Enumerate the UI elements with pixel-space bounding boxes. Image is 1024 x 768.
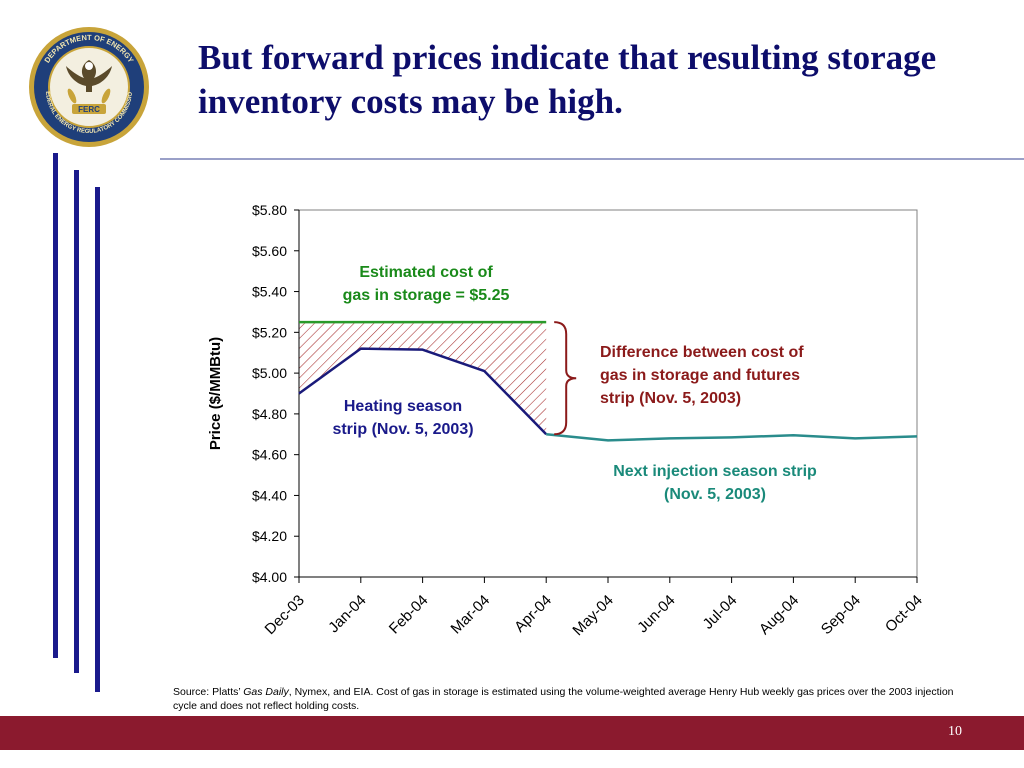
ferc-seal-logo: DEPARTMENT OF ENERGY FEDERAL ENERGY REGU… [28, 26, 149, 147]
page-number: 10 [948, 724, 962, 739]
y-tick-label: $5.60 [252, 243, 287, 259]
x-tick-label: Feb-04 [386, 592, 432, 638]
y-tick-label: $4.60 [252, 447, 287, 463]
difference-brace [554, 321, 577, 436]
price-chart: $4.00 $4.20 $4.40 $4.60 $4.80 $5.00 $5.20 $5.40… [207, 202, 926, 639]
source-italic: Gas Daily [243, 686, 289, 698]
y-axis-title: Price ($/MMBtu) [207, 337, 224, 450]
x-tick-label: Dec-03 [262, 592, 308, 638]
seal-badge-text: FERC [78, 105, 100, 114]
wheat-icon [67, 88, 111, 104]
y-tick-label: $5.40 [252, 284, 287, 300]
source-suffix: , Nymex, and EIA. Cost of gas in storage… [173, 686, 954, 712]
y-tick-label: $5.80 [252, 202, 287, 218]
injection-season-annotation: Next injection season strip (Nov. 5, 2003… [613, 463, 817, 503]
y-tick-label: $4.40 [252, 487, 287, 503]
x-tick-label: Jun-04 [634, 592, 678, 636]
x-tick-label: Sep-04 [818, 592, 864, 638]
page-title: But forward prices indicate that resulti… [198, 38, 937, 121]
source-prefix: Source: Platts’ [173, 686, 244, 698]
x-tick-label: May-04 [569, 592, 616, 639]
eagle-icon [66, 60, 112, 92]
difference-hatch-area [299, 322, 547, 435]
decorative-bar [74, 170, 79, 673]
x-tick-label: Aug-04 [756, 592, 802, 638]
title-divider [160, 158, 1024, 160]
storage-cost-annotation: Estimated cost of gas in storage = $5.25 [343, 264, 510, 304]
x-tick-label: Jan-04 [325, 592, 369, 636]
decorative-bar [95, 187, 100, 692]
x-tick-label: Jul-04 [700, 592, 741, 633]
x-tick-label: Oct-04 [882, 592, 926, 636]
heating-season-annotation: Heating season strip (Nov. 5, 2003) [332, 398, 473, 438]
x-tick-label: Apr-04 [511, 592, 555, 636]
plot-area [298, 209, 918, 578]
y-tick-label: $5.00 [252, 365, 287, 381]
difference-annotation: Difference between cost of gas in storage… [600, 344, 804, 407]
footer-bar: 10 [0, 716, 1024, 750]
source-note: Source: Platts’ Gas Daily, Nymex, and EI… [173, 685, 973, 713]
y-tick-label: $4.80 [252, 406, 287, 422]
y-tick-label: $4.00 [252, 569, 287, 585]
x-tick-label: Mar-04 [448, 592, 494, 638]
y-tick-label: $4.20 [252, 528, 287, 544]
decorative-bar [53, 153, 58, 658]
y-tick-label: $5.20 [252, 324, 287, 340]
